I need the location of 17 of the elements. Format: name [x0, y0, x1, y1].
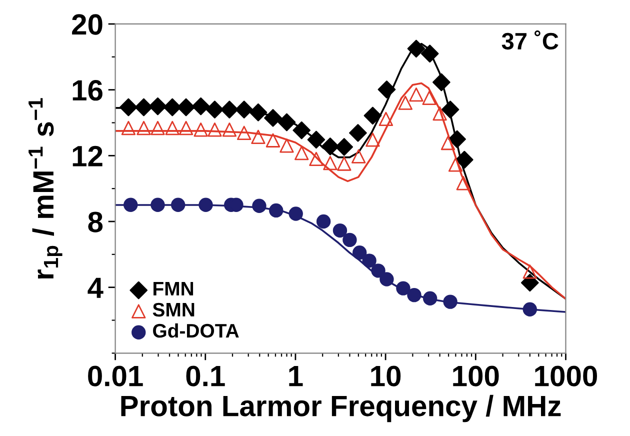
annotation: 37 ˚C: [502, 30, 558, 50]
x-tick-label: 0.01: [88, 366, 143, 386]
legend-label: Gd-DOTA: [153, 323, 239, 338]
y-tick-label: 12: [72, 146, 102, 166]
x-tick-label: 10: [371, 366, 401, 386]
x-tick-label: 1000: [535, 366, 597, 386]
x-axis-title: Proton Larmor Frequency / MHz: [121, 394, 561, 422]
x-tick-label: 100: [453, 366, 499, 386]
y-axis-title: r$_{1p}$ / mM$^{−1}$ s$^{−1}$: [28, 98, 62, 279]
legend-label: FMN: [154, 282, 194, 296]
x-tick-label: 0.1: [186, 366, 225, 386]
x-tick-label: 1: [289, 366, 303, 386]
y-tick-label: 20: [72, 14, 102, 35]
y-tick-label: 4: [88, 278, 104, 298]
y-tick-label: 8: [88, 212, 103, 232]
y-tick-label: 16: [72, 80, 102, 101]
legend-label: SMN: [152, 302, 194, 317]
